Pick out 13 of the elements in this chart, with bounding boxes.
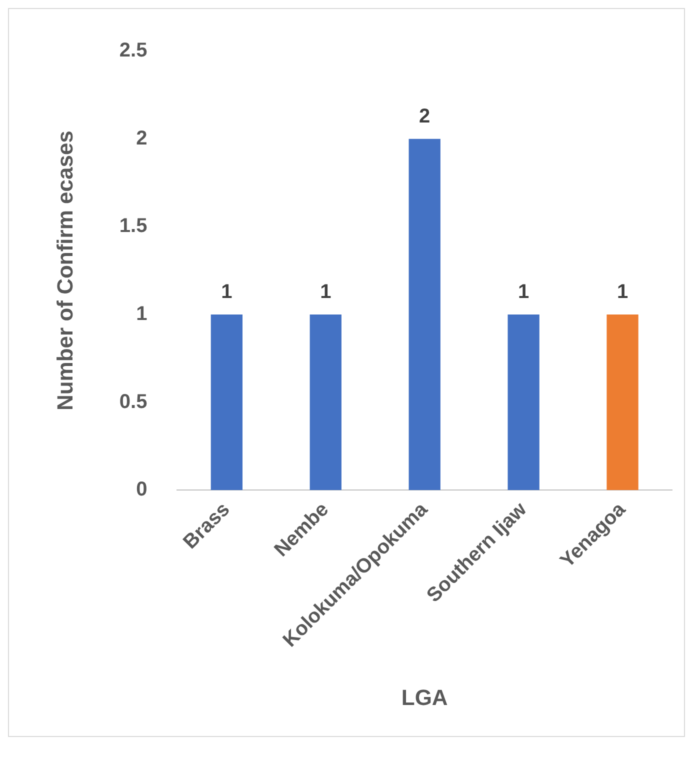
data-label: 1 xyxy=(518,280,530,303)
y-tick-label: 0.5 xyxy=(119,390,148,413)
y-axis-title: Number of Confirm ecases xyxy=(52,130,78,411)
y-tick-label: 2.5 xyxy=(119,40,148,62)
data-label: 1 xyxy=(221,280,232,303)
data-label: 2 xyxy=(419,105,430,128)
y-tick-label: 0 xyxy=(136,478,148,501)
data-label: 1 xyxy=(616,280,628,303)
data-label: 1 xyxy=(320,280,332,303)
y-tick-label: 1.5 xyxy=(119,215,148,238)
x-axis-title: LGA xyxy=(401,684,448,710)
y-tick-label: 1 xyxy=(136,302,148,325)
y-tick-label: 2 xyxy=(136,127,148,150)
